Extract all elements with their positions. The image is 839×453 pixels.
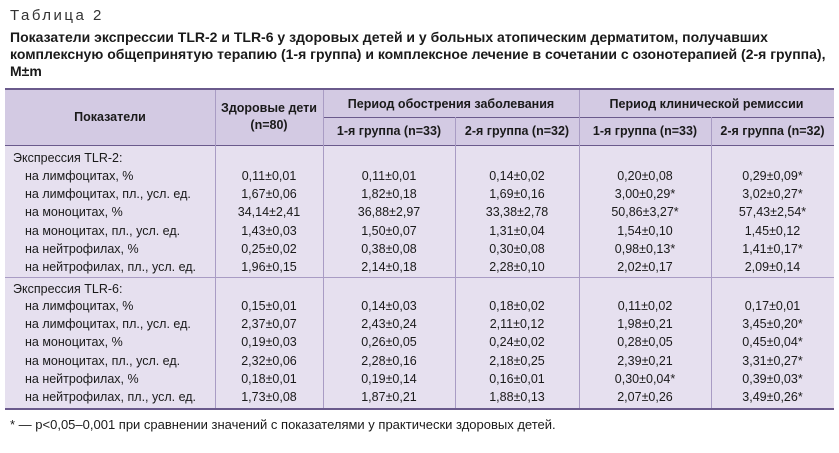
table-cell: 2,02±0,17 (617, 260, 673, 274)
row-label: на моноцитах, % (25, 205, 123, 220)
table-cell: 0,25±0,02 (241, 241, 297, 256)
table-cell: 2,37±0,07 (241, 317, 297, 332)
table-cell: 2,07±0,26 (617, 390, 673, 404)
table-cell: 1,73±0,08 (241, 390, 297, 404)
table-cell: 1,67±0,06 (241, 187, 297, 202)
column-divider-2 (323, 90, 324, 408)
table-cell: 0,19±0,03 (241, 335, 297, 350)
table-label: Таблица 2 (10, 7, 104, 24)
table-caption: Показатели экспрессии TLR-2 и TLR-6 у зд… (10, 29, 826, 79)
table-cell: 0,24±0,02 (489, 335, 545, 350)
table-cell: 2,28±0,10 (489, 260, 545, 274)
table-cell: 2,32±0,06 (241, 353, 297, 368)
header-bottom-divider (5, 145, 834, 146)
header-exacerbation-group2: 2-я группа (n=32) (464, 124, 570, 138)
table-cell: 57,43±2,54* (738, 205, 807, 220)
table-cell: 0,19±0,14 (361, 371, 417, 386)
table-cell: 1,31±0,04 (489, 223, 545, 238)
table-cell: 0,20±0,08 (617, 169, 673, 183)
header-exacerbation: Период обострения заболевания (347, 97, 555, 111)
table-cell: 3,00±0,29* (614, 187, 676, 202)
section-title-tlr6: Экспрессия TLR-6: (13, 282, 123, 296)
table-cell: 1,50±0,07 (361, 223, 417, 238)
table-cell: 1,69±0,16 (489, 187, 545, 202)
table-cell: 3,45±0,20* (742, 317, 803, 332)
table-cell: 1,87±0,21 (361, 390, 417, 404)
table-cell: 1,98±0,21 (617, 317, 673, 332)
header-subgroup-divider (323, 117, 834, 118)
table-cell: 1,45±0,12 (744, 223, 801, 238)
table-cell: 0,14±0,03 (361, 299, 417, 313)
table-cell: 2,11±0,12 (489, 317, 545, 332)
table-cell: 0,11±0,01 (361, 169, 417, 183)
table-cell: 34,14±2,41 (237, 205, 301, 220)
table-cell: 0,39±0,03* (742, 371, 803, 386)
table-cell: 1,43±0,03 (241, 223, 297, 238)
table-cell: 3,02±0,27* (742, 187, 803, 202)
table-cell: 36,88±2,97 (357, 205, 421, 220)
header-remission-group2: 2-я группа (n=32) (720, 124, 825, 138)
table-cell: 1,82±0,18 (361, 187, 417, 202)
column-divider-4 (579, 90, 580, 408)
column-divider-5 (711, 117, 712, 408)
table-cell: 3,49±0,26* (742, 390, 803, 404)
header-healthy: Здоровые дети (n=80) (221, 101, 317, 132)
table-cell: 0,18±0,02 (489, 299, 545, 313)
table-cell: 0,18±0,01 (241, 371, 297, 386)
table-cell: 1,88±0,13 (489, 390, 545, 404)
table-cell: 2,28±0,16 (361, 353, 417, 368)
row-label: на нейтрофилах, % (25, 241, 139, 256)
section-title-tlr2: Экспрессия TLR-2: (13, 151, 123, 165)
table-cell: 0,26±0,05 (361, 335, 417, 350)
table-cell: 2,39±0,21 (617, 353, 673, 368)
header-remission: Период клинической ремиссии (609, 97, 804, 111)
table-cell: 0,98±0,13* (614, 241, 676, 256)
table-cell: 0,11±0,02 (617, 299, 673, 313)
table-cell: 2,09±0,14 (744, 260, 801, 274)
row-label: на лимфоцитах, пл., усл. ед. (25, 187, 191, 202)
row-label: на моноцитах, % (25, 335, 123, 350)
table-cell: 3,31±0,27* (742, 353, 803, 368)
row-label: на моноцитах, пл., усл. ед. (25, 353, 181, 368)
table-cell: 0,11±0,01 (241, 169, 297, 183)
row-label: на нейтрофилах, % (25, 371, 139, 386)
row-label: на нейтрофилах, пл., усл. ед. (25, 260, 197, 274)
table-cell: 1,96±0,15 (241, 260, 297, 274)
row-label: на лимфоцитах, % (25, 299, 134, 313)
data-table: Показатели Здоровые дети (n=80) Период о… (5, 88, 834, 410)
table-cell: 1,41±0,17* (742, 241, 803, 256)
column-divider-1 (215, 90, 216, 408)
header-indicators: Показатели (74, 110, 146, 124)
column-divider-3 (455, 117, 456, 408)
table-cell: 2,14±0,18 (361, 260, 417, 274)
table-cell: 50,86±3,27* (611, 205, 679, 220)
table-cell: 0,28±0,05 (617, 335, 673, 350)
row-label: на лимфоцитах, пл., усл. ед. (25, 317, 191, 332)
table-cell: 1,54±0,10 (617, 223, 673, 238)
table-cell: 0,16±0,01 (489, 371, 545, 386)
table-footnote: * — p<0,05–0,001 при сравнении значений … (10, 417, 556, 432)
row-label: на лимфоцитах, % (25, 169, 134, 183)
table-cell: 2,18±0,25 (489, 353, 545, 368)
table-cell: 0,14±0,02 (489, 169, 545, 183)
table-cell: 0,15±0,01 (241, 299, 297, 313)
table-cell: 2,43±0,24 (361, 317, 417, 332)
header-remission-group1: 1-я группа (n=33) (592, 124, 698, 138)
table-cell: 0,30±0,04* (614, 371, 676, 386)
row-label: на моноцитах, пл., усл. ед. (25, 223, 181, 238)
header-exacerbation-group1: 1-я группа (n=33) (336, 124, 442, 138)
row-label: на нейтрофилах, пл., усл. ед. (25, 390, 197, 404)
table-cell: 0,29±0,09* (742, 169, 803, 183)
table-cell: 0,45±0,04* (742, 335, 803, 350)
table-cell: 0,30±0,08 (489, 241, 545, 256)
table-cell: 0,38±0,08 (361, 241, 417, 256)
table-cell: 0,17±0,01 (744, 299, 801, 313)
table-cell: 33,38±2,78 (485, 205, 549, 220)
section-divider (5, 277, 834, 278)
